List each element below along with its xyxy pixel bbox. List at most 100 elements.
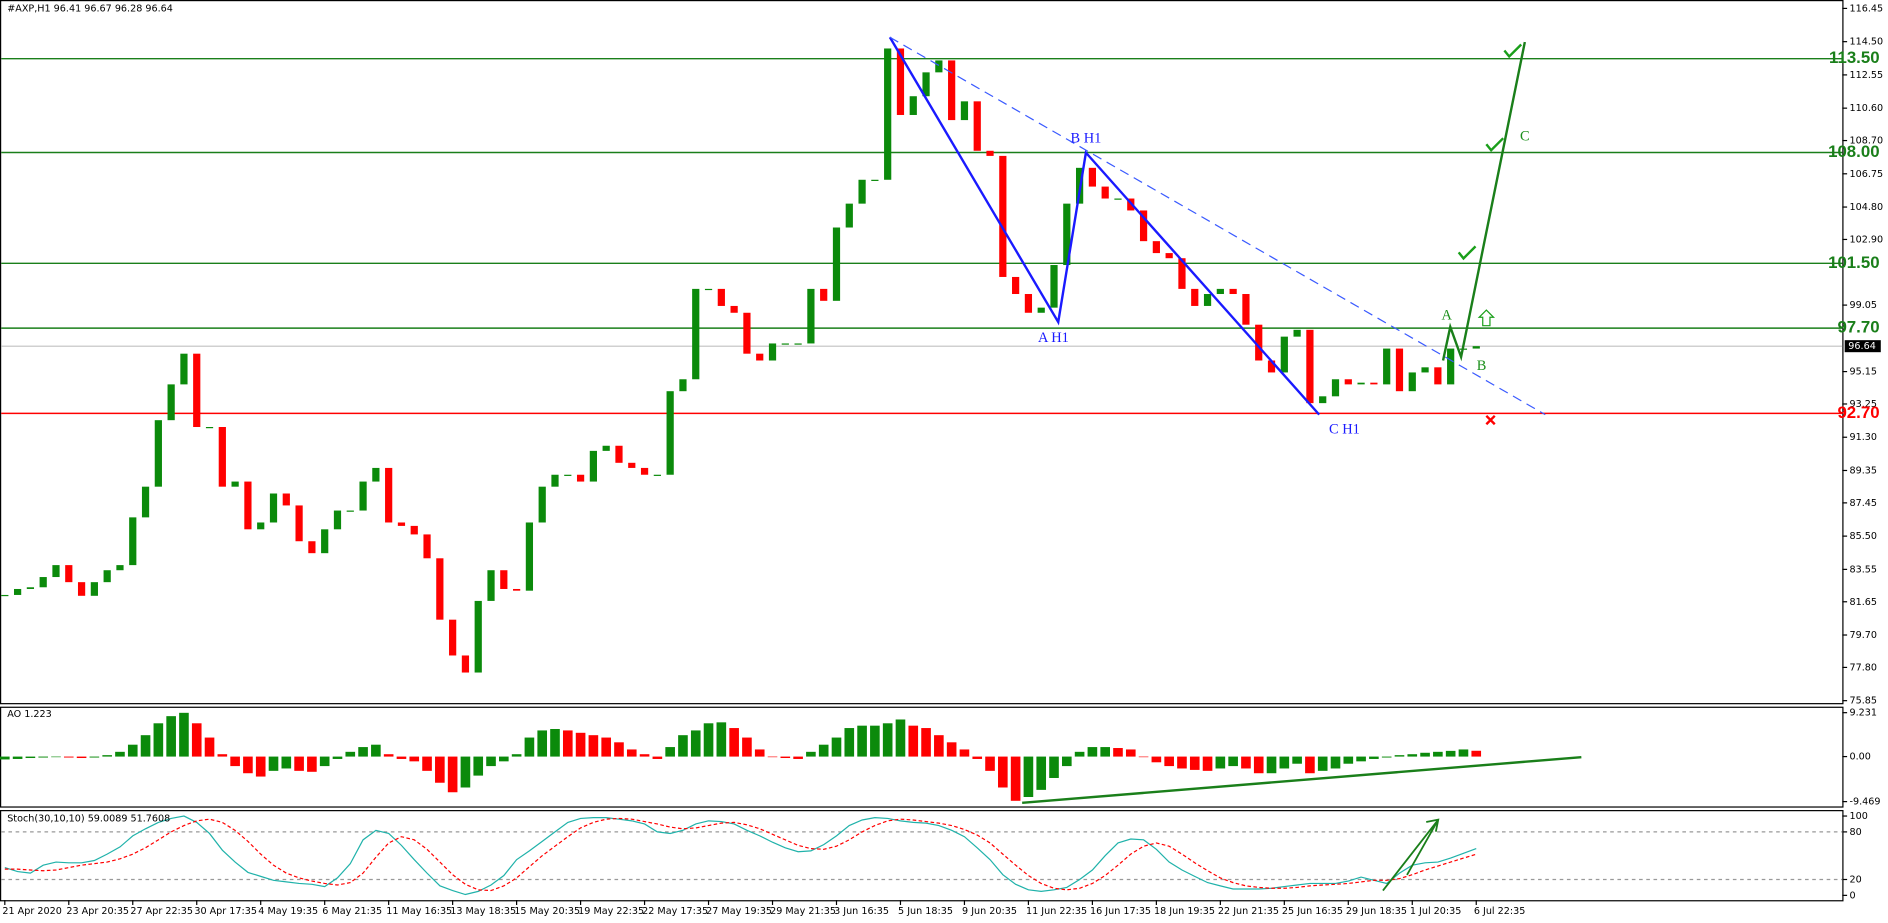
candle xyxy=(1203,294,1212,306)
candle xyxy=(730,305,738,313)
ao-bar xyxy=(1202,756,1213,771)
candle xyxy=(717,288,725,306)
x-tick-label: 9 Jun 20:35 xyxy=(962,906,1017,917)
candle xyxy=(704,288,713,291)
ao-bar xyxy=(127,744,138,757)
ao-bar xyxy=(345,751,356,757)
stoch-arrow xyxy=(1382,818,1440,892)
ao-bar xyxy=(76,756,87,759)
ao-bar xyxy=(959,749,970,757)
candle xyxy=(935,60,943,73)
y-tick-label: 95.15 xyxy=(1850,367,1878,378)
candle xyxy=(794,343,802,345)
ao-bar xyxy=(870,725,880,757)
candle xyxy=(1255,324,1263,361)
candle xyxy=(820,288,828,301)
candle xyxy=(1178,258,1186,289)
candle xyxy=(666,391,674,475)
last-price-label: 96.64 xyxy=(1848,341,1876,352)
candle xyxy=(193,353,201,428)
ao-bar xyxy=(1177,756,1187,769)
ao-bar xyxy=(998,756,1008,788)
ao-bar xyxy=(1228,756,1238,767)
ao-bar xyxy=(1253,756,1264,774)
candle xyxy=(410,525,418,535)
candle xyxy=(13,588,22,595)
y-tick-label: 106.75 xyxy=(1850,169,1884,180)
candle xyxy=(308,541,316,554)
ao-bar xyxy=(1330,756,1341,769)
candle xyxy=(513,588,521,591)
y-tick-label: 91.30 xyxy=(1850,432,1878,443)
candle xyxy=(269,493,278,523)
candle xyxy=(423,534,431,559)
ao-bar xyxy=(217,754,228,757)
ao-bar xyxy=(230,756,240,767)
ao-bar xyxy=(524,737,535,757)
candle xyxy=(231,481,239,487)
ao-bar xyxy=(191,723,202,757)
candle xyxy=(282,493,290,506)
ao-bar xyxy=(1369,756,1379,759)
ao-bar xyxy=(307,756,317,772)
candle xyxy=(589,450,597,482)
candle xyxy=(564,474,572,476)
ao-bar xyxy=(140,735,151,757)
y-tick-label: 93.25 xyxy=(1850,399,1878,410)
y-tick-label: 83.55 xyxy=(1850,564,1878,575)
y-tick-label: 9.231 xyxy=(1850,708,1878,719)
ao-bar xyxy=(767,756,778,758)
ao-bar xyxy=(358,747,368,757)
candle xyxy=(1088,167,1097,187)
x-tick-label: 4 May 19:35 xyxy=(258,906,318,917)
candle xyxy=(26,587,35,589)
ao-bar xyxy=(639,754,650,757)
ao-bar xyxy=(1317,756,1328,771)
candle xyxy=(781,343,789,345)
ao-bar xyxy=(460,756,471,788)
x-tick-label: 15 May 20:35 xyxy=(514,906,580,917)
ao-bar xyxy=(243,756,253,774)
ao-bar xyxy=(268,756,279,771)
level-label: 97.70 xyxy=(1837,318,1879,337)
y-tick-label: 102.90 xyxy=(1850,234,1884,245)
candle xyxy=(768,343,777,361)
candle xyxy=(832,227,841,301)
x-tick-label: 1 Jul 20:35 xyxy=(1410,906,1462,917)
y-tick-label: 75.85 xyxy=(1850,696,1878,707)
ao-bar xyxy=(435,756,445,783)
ao-bar xyxy=(793,756,803,759)
ao-bar xyxy=(1138,756,1149,758)
ao-bar xyxy=(1343,756,1354,764)
ao-bar xyxy=(972,756,983,759)
candle xyxy=(1472,346,1480,349)
y-tick-label: -9.469 xyxy=(1850,797,1881,808)
ao-bar xyxy=(89,756,100,758)
ao-bar xyxy=(12,756,23,759)
chart-title: #AXP,H1 96.41 96.67 96.28 96.64 xyxy=(7,3,173,14)
ao-bar xyxy=(51,756,61,758)
ao-bar xyxy=(179,712,189,757)
x-tick-label: 6 Jul 22:35 xyxy=(1474,906,1526,917)
ao-bar xyxy=(447,756,458,793)
annotation: B xyxy=(1477,358,1487,374)
candle xyxy=(154,420,162,487)
candle xyxy=(1331,379,1340,397)
candle xyxy=(922,72,930,97)
y-tick-label: 100 xyxy=(1850,811,1868,822)
y-tick-label: 79.70 xyxy=(1850,630,1878,641)
candle xyxy=(1012,276,1020,295)
candle xyxy=(321,529,329,554)
candle xyxy=(1063,203,1071,266)
ao-bar xyxy=(473,756,484,776)
ao-bar xyxy=(934,735,944,757)
stoch-line xyxy=(4,817,1477,892)
candle xyxy=(1139,210,1148,242)
candle xyxy=(1434,367,1442,385)
abc-wave xyxy=(888,36,1321,416)
candle xyxy=(576,474,585,482)
ao-bar xyxy=(806,751,816,757)
ao-bar xyxy=(422,756,432,771)
